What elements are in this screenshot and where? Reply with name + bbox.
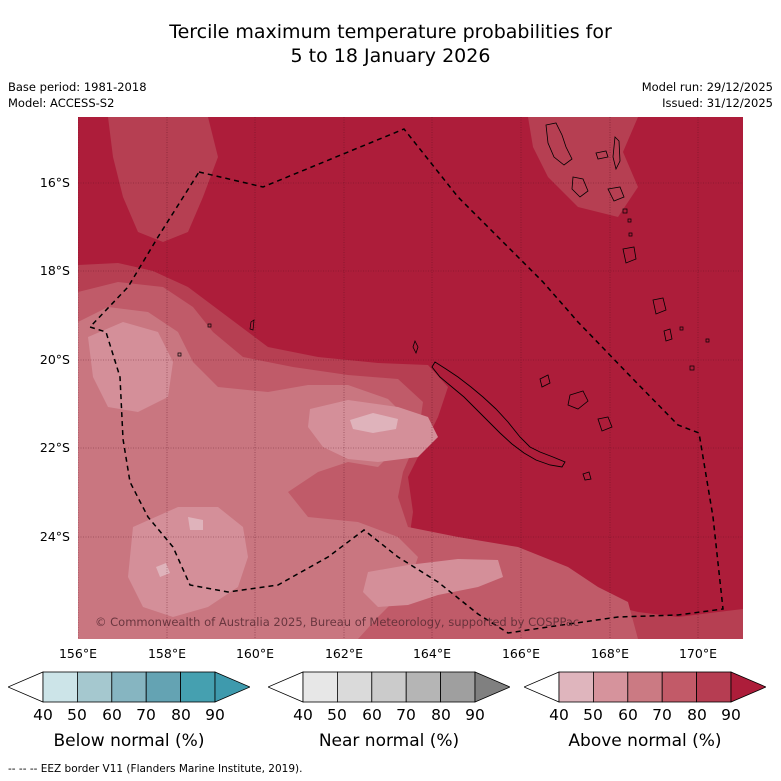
eez-border <box>88 128 724 634</box>
loyalty-island-ouvea <box>539 374 551 388</box>
above-segment-1 <box>558 671 594 703</box>
above-tick-60: 60 <box>618 706 638 724</box>
loyalty-island-mare <box>597 416 613 432</box>
field-above-80-northeast <box>528 117 638 217</box>
below-tick-90: 90 <box>205 706 225 724</box>
above-segment-2 <box>593 671 629 703</box>
below-segment-3 <box>111 671 147 703</box>
near-tick-70: 70 <box>396 706 416 724</box>
lon-label-160e: 160°E <box>235 646 274 661</box>
lat-label-22s: 22°S <box>39 440 70 455</box>
vanuatu-malekula <box>571 176 589 198</box>
below-segment-4 <box>145 671 181 703</box>
lon-label-164e: 164°E <box>412 646 451 661</box>
near-segment-0 <box>268 671 304 703</box>
near-tick-40: 40 <box>293 706 313 724</box>
near-segment-5 <box>440 671 476 703</box>
near-segment-3 <box>371 671 407 703</box>
model-run: Model run: 29/12/2025 <box>641 80 773 94</box>
near-segment-2 <box>337 671 373 703</box>
probability-map: © Commonwealth of Australia 2025, Bureau… <box>78 117 743 639</box>
above-tick-50: 50 <box>583 706 603 724</box>
vanuatu-erromango <box>622 246 637 264</box>
above-segment-5 <box>696 671 732 703</box>
near-tick-80: 80 <box>431 706 451 724</box>
field-above-40-southwest <box>188 517 203 530</box>
lat-label-16s: 16°S <box>39 175 70 190</box>
below-tick-60: 60 <box>102 706 122 724</box>
lon-label-168e: 168°E <box>590 646 629 661</box>
chart-title-line-1: Tercile maximum temperature probabilitie… <box>169 21 612 43</box>
above-segment-4 <box>661 671 697 703</box>
colorbar-above-normal <box>524 671 766 703</box>
lat-label-24s: 24°S <box>39 529 70 544</box>
near-tick-50: 50 <box>327 706 347 724</box>
model-name: Model: ACCESS-S2 <box>8 96 115 110</box>
above-tick-90: 90 <box>721 706 741 724</box>
below-tick-40: 40 <box>33 706 53 724</box>
below-tick-80: 80 <box>171 706 191 724</box>
above-tick-40: 40 <box>549 706 569 724</box>
colorbar-near-normal <box>268 671 510 703</box>
new-caledonia-north-islet <box>412 339 419 355</box>
chart-title-line-2: 5 to 18 January 2026 <box>290 45 491 67</box>
near-tick-60: 60 <box>362 706 382 724</box>
eez-footer-note: -- -- -- EEZ border V11 (Flanders Marine… <box>8 763 303 775</box>
below-tick-70: 70 <box>136 706 156 724</box>
below-segment-2 <box>77 671 113 703</box>
colorbar-below-normal <box>8 671 250 703</box>
vanuatu-efate <box>607 186 625 202</box>
below-segment-0 <box>8 671 44 703</box>
map-copyright: © Commonwealth of Australia 2025, Bureau… <box>95 615 579 629</box>
base-period: Base period: 1981-2018 <box>8 80 147 94</box>
below-normal-title: Below normal (%) <box>53 731 205 751</box>
lon-label-170e: 170°E <box>678 646 717 661</box>
above-tick-80: 80 <box>687 706 707 724</box>
above-tick-70: 70 <box>652 706 672 724</box>
vanuatu-pentecost <box>612 136 621 171</box>
issued-date: Issued: 31/12/2025 <box>662 96 773 110</box>
lon-label-156e: 156°E <box>58 646 97 661</box>
above-segment-0 <box>524 671 560 703</box>
chesterfield-islets <box>177 319 255 357</box>
below-tick-50: 50 <box>67 706 87 724</box>
field-above-40-central <box>350 413 398 433</box>
near-normal-title: Near normal (%) <box>318 731 460 751</box>
vanuatu-tanna <box>652 297 667 315</box>
near-segment-1 <box>302 671 338 703</box>
field-above-40-southwest-2 <box>156 563 170 577</box>
near-tick-90: 90 <box>465 706 485 724</box>
near-segment-6 <box>474 671 510 703</box>
vanuatu-ambae <box>595 150 609 160</box>
lat-label-20s: 20°S <box>39 352 70 367</box>
near-segment-4 <box>405 671 441 703</box>
lon-label-158e: 158°E <box>147 646 186 661</box>
lon-label-162e: 162°E <box>324 646 363 661</box>
field-above-50-south <box>363 559 503 607</box>
new-caledonia-island <box>431 361 566 468</box>
loyalty-island-lifou <box>567 390 589 410</box>
above-normal-title: Above normal (%) <box>568 731 722 751</box>
above-segment-3 <box>627 671 663 703</box>
below-segment-6 <box>214 671 250 703</box>
above-segment-6 <box>730 671 766 703</box>
vanuatu-espiritu-santo <box>545 122 573 166</box>
lat-label-18s: 18°S <box>39 263 70 278</box>
vanuatu-aneityum <box>663 328 673 342</box>
vanuatu-small-islets <box>622 208 710 371</box>
ile-des-pins <box>582 471 592 481</box>
lon-label-166e: 166°E <box>501 646 540 661</box>
below-segment-5 <box>180 671 216 703</box>
below-segment-1 <box>42 671 78 703</box>
field-above-80-north <box>108 117 218 242</box>
